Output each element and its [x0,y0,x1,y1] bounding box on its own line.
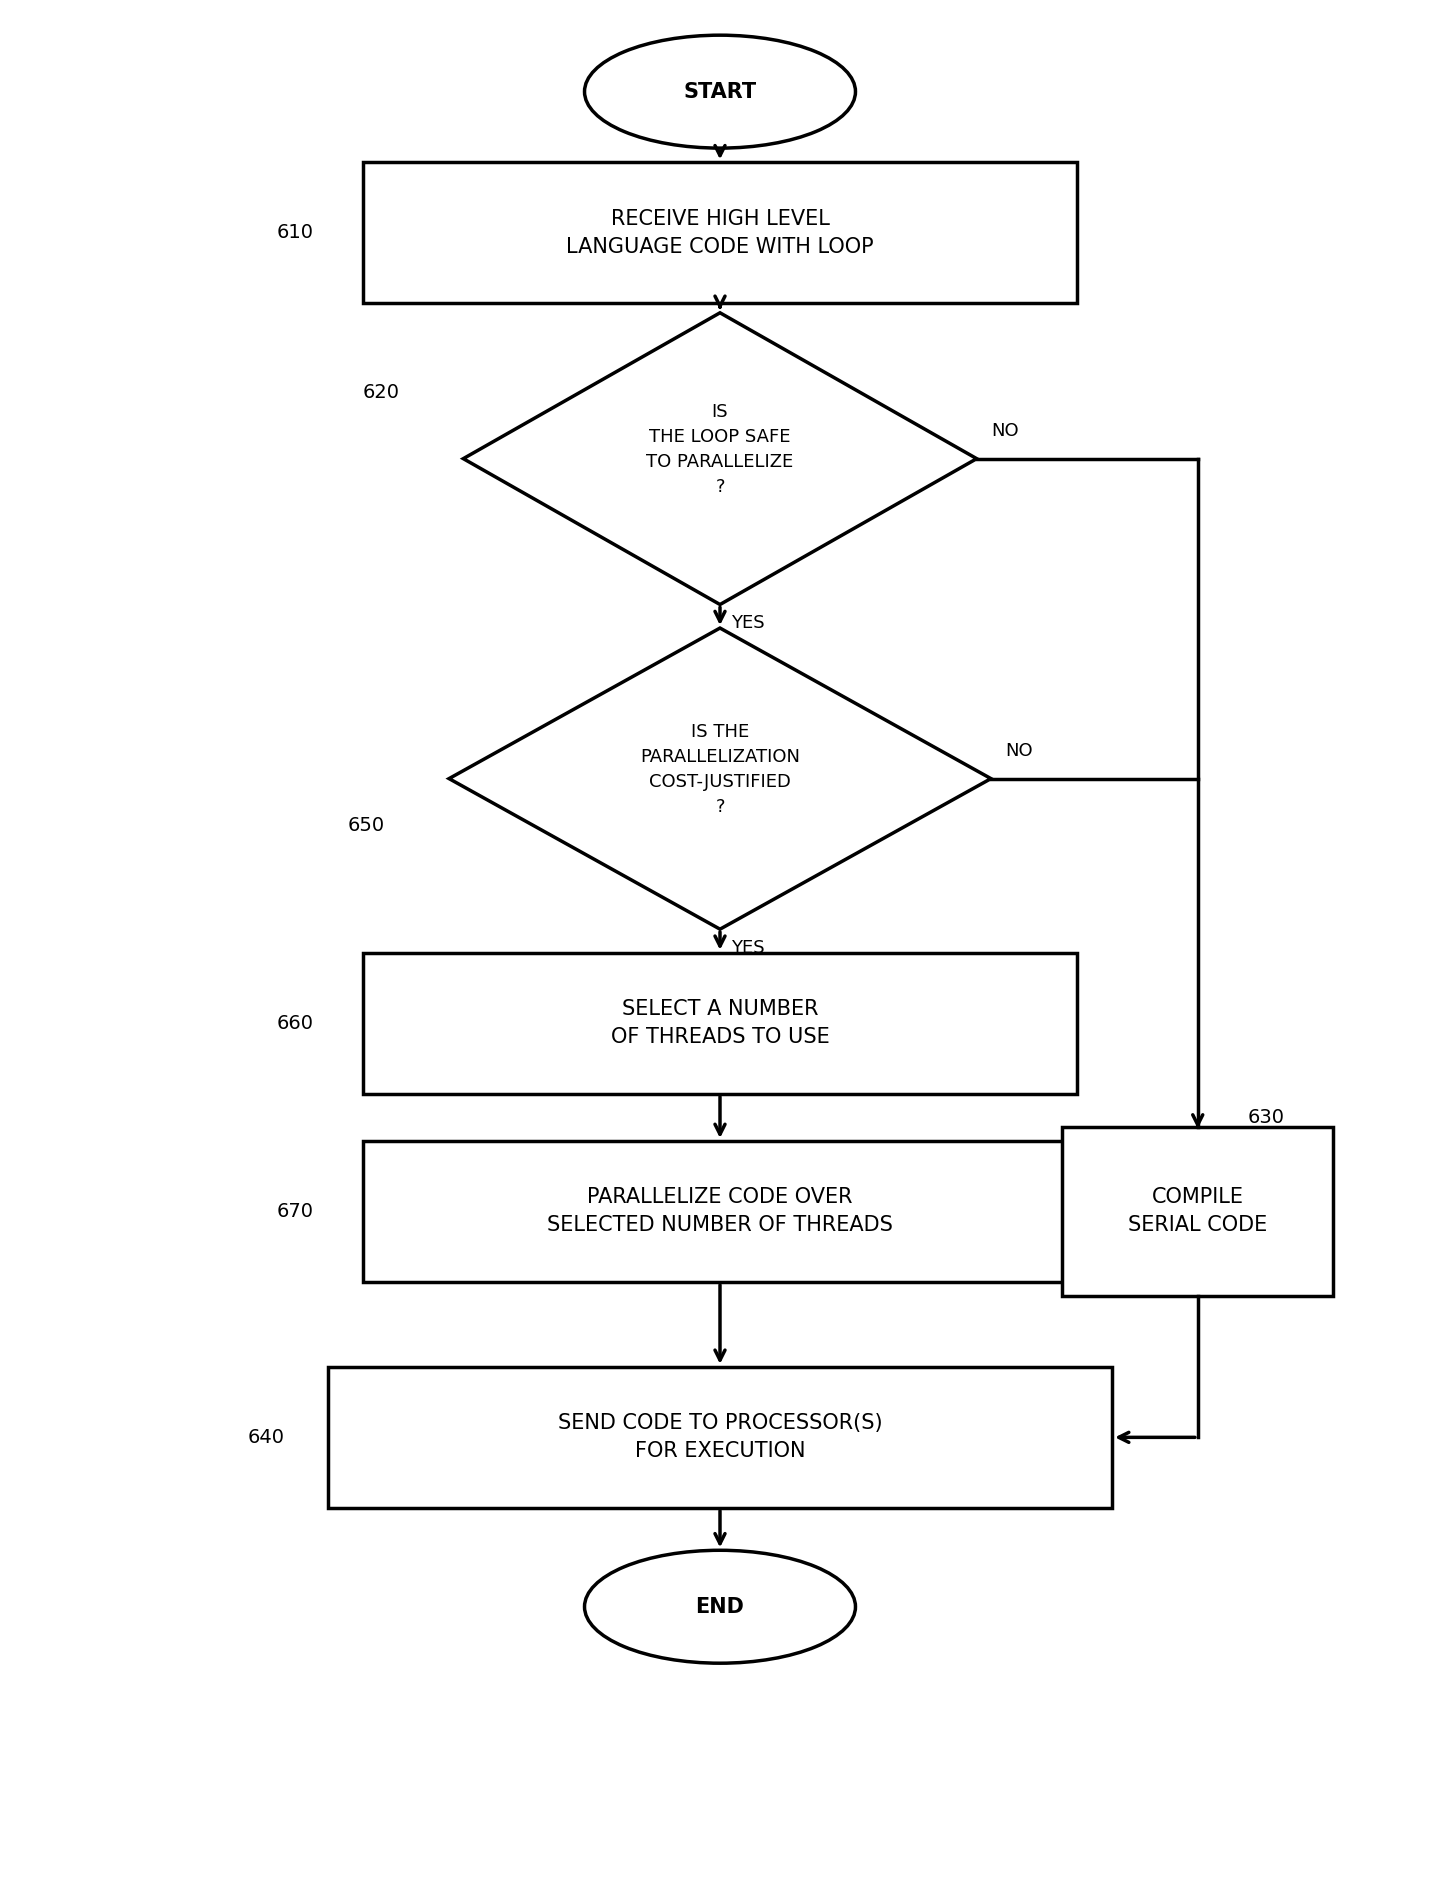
Text: 670: 670 [276,1202,314,1221]
Text: IS
THE LOOP SAFE
TO PARALLELIZE
?: IS THE LOOP SAFE TO PARALLELIZE ? [647,402,793,495]
Text: 610: 610 [276,224,314,243]
Ellipse shape [585,1551,855,1663]
Bar [363,1141,1077,1282]
Text: 650: 650 [347,815,384,834]
Text: 660: 660 [276,1014,314,1033]
Text: 620: 620 [361,383,399,402]
Text: 640: 640 [248,1428,285,1447]
Text: YES: YES [732,939,765,957]
Text: NO: NO [991,421,1018,440]
Polygon shape [449,628,991,929]
Text: NO: NO [1005,741,1032,760]
Bar [363,952,1077,1094]
Text: START: START [684,82,756,102]
Text: 630: 630 [1247,1107,1284,1126]
Text: COMPILE
SERIAL CODE: COMPILE SERIAL CODE [1128,1187,1267,1236]
Text: PARALLELIZE CODE OVER
SELECTED NUMBER OF THREADS: PARALLELIZE CODE OVER SELECTED NUMBER OF… [547,1187,893,1236]
Text: YES: YES [732,614,765,631]
Text: IS THE
PARALLELIZATION
COST-JUSTIFIED
?: IS THE PARALLELIZATION COST-JUSTIFIED ? [639,722,801,815]
Polygon shape [464,313,976,605]
Text: RECEIVE HIGH LEVEL
LANGUAGE CODE WITH LOOP: RECEIVE HIGH LEVEL LANGUAGE CODE WITH LO… [566,209,874,256]
Bar [328,1367,1112,1507]
Text: SELECT A NUMBER
OF THREADS TO USE: SELECT A NUMBER OF THREADS TO USE [611,999,829,1047]
Text: SEND CODE TO PROCESSOR(S)
FOR EXECUTION: SEND CODE TO PROCESSOR(S) FOR EXECUTION [557,1413,883,1462]
Bar [363,163,1077,303]
Text: END: END [696,1596,744,1617]
Ellipse shape [585,36,855,148]
Bar [1063,1126,1333,1297]
